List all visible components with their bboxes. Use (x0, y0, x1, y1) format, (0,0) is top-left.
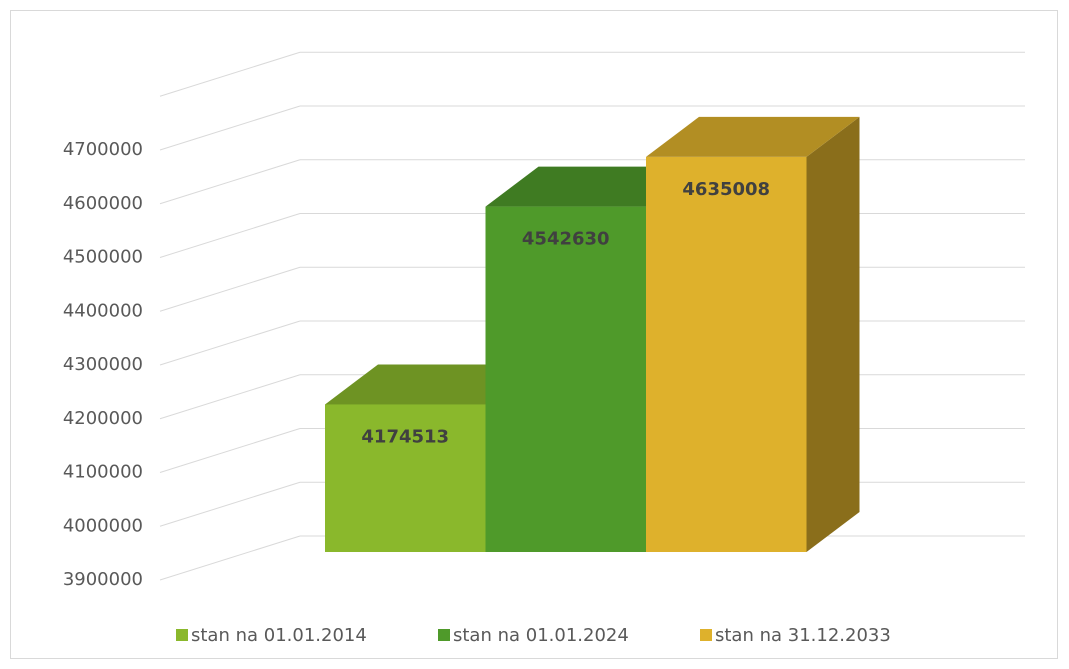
y-tick-label: 4400000 (63, 300, 143, 321)
y-tick-label: 4300000 (63, 354, 143, 375)
legend-swatch (700, 629, 712, 641)
grid-line (159, 51, 301, 97)
data-label: 4174513 (361, 426, 449, 447)
bar (485, 206, 646, 553)
data-label: 4542630 (522, 229, 610, 250)
bar-top (485, 166, 699, 207)
legend-swatch (438, 629, 450, 641)
grid-line (159, 213, 301, 258)
y-tick-label: 4500000 (63, 247, 143, 268)
grid-line (159, 266, 301, 312)
y-tick-label: 4200000 (63, 408, 143, 429)
legend-swatch (176, 629, 188, 641)
grid-line (159, 428, 301, 473)
y-tick-label: 3900000 (63, 569, 143, 590)
grid-line (159, 159, 301, 205)
y-tick-label: 4600000 (63, 193, 143, 214)
legend-label: stan na 31.12.2033 (715, 625, 891, 646)
bar (646, 156, 807, 552)
y-tick-label: 4700000 (63, 139, 143, 160)
y-tick-label: 4100000 (63, 462, 143, 483)
grid-line (159, 105, 301, 151)
y-tick-label: 4000000 (63, 515, 143, 536)
bar-side (806, 116, 860, 552)
bar-top (325, 364, 539, 405)
data-label: 4635008 (682, 179, 770, 200)
grid-line (159, 320, 301, 366)
grid-line (159, 535, 301, 581)
bar (325, 404, 486, 552)
bar-top (646, 116, 860, 157)
grid-line (159, 481, 301, 527)
legend-label: stan na 01.01.2014 (191, 625, 367, 646)
legend-label: stan na 01.01.2024 (453, 625, 629, 646)
grid-line (159, 374, 301, 420)
